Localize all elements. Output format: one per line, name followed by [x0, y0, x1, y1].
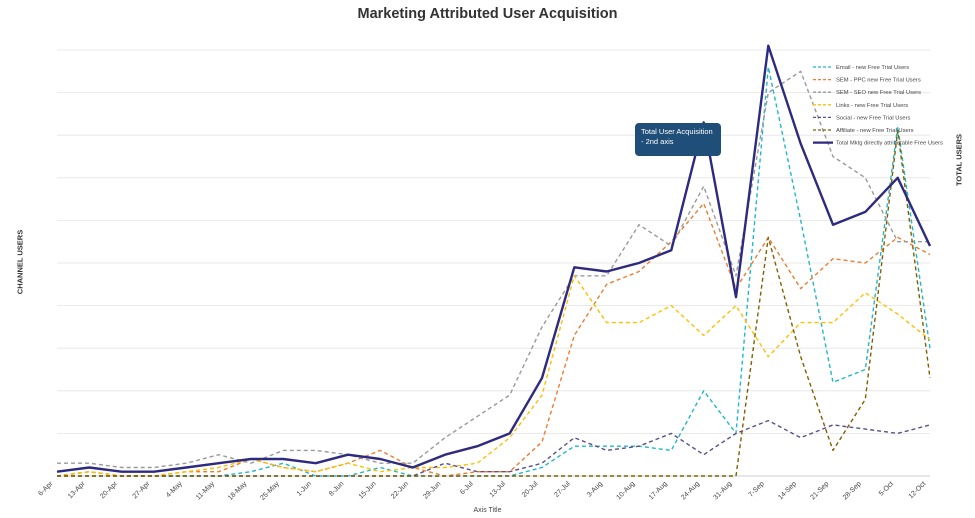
x-tick-label: 13-Jul [489, 480, 508, 499]
legend: Email - new Free Trial Users SEM - PPC ne… [813, 65, 943, 147]
x-tick-label: 6-Apr [37, 480, 55, 498]
chart-title: Marketing Attributed User Acquisition [357, 6, 618, 22]
series-lines [56, 44, 932, 477]
x-tick-label: 6-Jul [459, 480, 475, 496]
x-tick-label: 7-Sep [748, 480, 766, 498]
series-line-4 [57, 419, 931, 477]
x-tick-label: 22-Jun [390, 480, 410, 500]
x-tick-label: 18-May [227, 480, 249, 502]
x-tick-label: 17-Aug [648, 480, 669, 501]
series-line-0 [56, 66, 931, 477]
series-line-2 [57, 70, 930, 469]
x-tick-label: 10-Aug [615, 480, 636, 501]
gridlines [57, 49, 930, 477]
x-tick-label: 21-Sep [809, 480, 830, 501]
x-tick-label: 20-Apr [99, 480, 119, 500]
legend-entry: SEM - PPC new Free Trial Users [836, 78, 921, 84]
annotation-line-1: Total User Acquisition [641, 127, 713, 136]
x-tick-label: 11-May [195, 480, 216, 501]
x-tick-label: 28-Sep [842, 480, 863, 501]
legend-entry: Links - new Free Trial Users [836, 103, 908, 109]
legend-entry: SEM - SEO new Free Trial Users [836, 90, 921, 96]
x-tick-label: 29-Jun [422, 480, 442, 500]
x-tick-label: 8-Jun [328, 480, 345, 497]
series-line-5 [57, 130, 931, 477]
total-axis-annotation: Total User Acquisition - 2nd axis [635, 123, 721, 156]
x-tick-label: 14-Sep [777, 480, 798, 501]
x-tick-label: 31-Aug [712, 480, 733, 501]
x-tick-label: 5-Oct [878, 480, 895, 497]
legend-entry: Email - new Free Trial Users [836, 65, 909, 71]
legend-entry: Social - new Free Trial Users [836, 115, 911, 121]
annotation-line-2: - 2nd axis [641, 137, 674, 146]
x-tick-label: 13-Apr [67, 480, 87, 500]
x-tick-label: 1-Jun [296, 480, 313, 497]
series-line-6 [56, 44, 932, 473]
x-tick-label: 27-Jul [553, 480, 572, 499]
x-tick-label: 24-Aug [680, 480, 701, 501]
x-tick-label: 15-Jun [358, 480, 378, 500]
x-tick-label: 27-Apr [132, 480, 152, 500]
x-tick-label: 25-May [259, 480, 281, 502]
x-tick-label: 4-May [165, 480, 184, 499]
x-axis-label: Axis Title [473, 507, 502, 514]
x-tick-label: 20-Jul [521, 480, 540, 499]
x-tick-label: 3-Aug [586, 480, 604, 498]
legend-entry: Affiliate - new Free Trial Users [836, 128, 914, 134]
series-line-1 [56, 202, 931, 477]
x-tick-labels: 6-Apr 13-Apr 20-Apr 27-Apr 4-May 11-May 18-May… [37, 480, 927, 502]
x-tick-label: 12-Oct [908, 480, 928, 500]
legend-entry: Total Mktg directly attributable Free Us… [836, 141, 943, 147]
